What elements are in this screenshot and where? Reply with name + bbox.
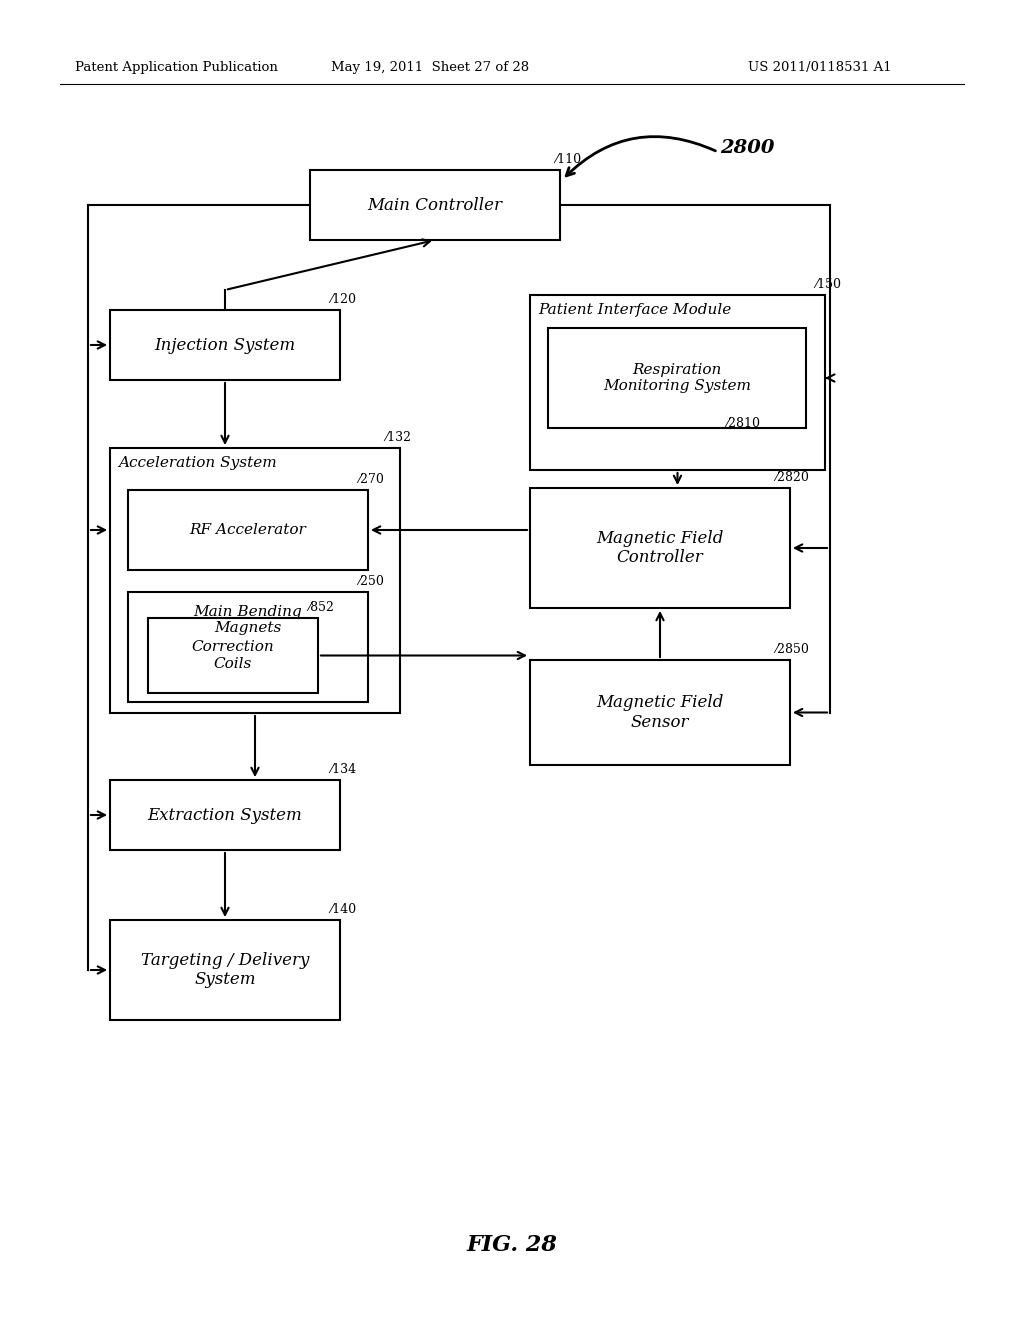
- Text: ⁄120: ⁄120: [330, 293, 356, 306]
- Text: Correction
Coils: Correction Coils: [191, 640, 274, 671]
- Text: ⁄134: ⁄134: [330, 763, 356, 776]
- Text: ⁄2850: ⁄2850: [775, 643, 809, 656]
- Bar: [530, 488, 790, 609]
- Bar: [110, 447, 400, 713]
- Text: RF Accelerator: RF Accelerator: [189, 523, 306, 537]
- Bar: [128, 490, 368, 570]
- Text: ⁄150: ⁄150: [815, 279, 841, 290]
- Text: ⁄2810: ⁄2810: [726, 417, 760, 430]
- Bar: [148, 618, 318, 693]
- Text: ⁄110: ⁄110: [555, 153, 582, 166]
- Bar: [110, 920, 340, 1020]
- Text: Targeting / Delivery
System: Targeting / Delivery System: [141, 952, 309, 989]
- Text: Main Bending
Magnets: Main Bending Magnets: [194, 605, 302, 635]
- Bar: [110, 780, 340, 850]
- Bar: [530, 660, 790, 766]
- Bar: [110, 310, 340, 380]
- Text: May 19, 2011  Sheet 27 of 28: May 19, 2011 Sheet 27 of 28: [331, 62, 529, 74]
- Text: Patient Interface Module: Patient Interface Module: [538, 304, 731, 317]
- Text: Extraction System: Extraction System: [147, 807, 302, 824]
- Text: ⁄852: ⁄852: [308, 601, 334, 614]
- Text: ⁄270: ⁄270: [358, 473, 384, 486]
- Text: Injection System: Injection System: [155, 337, 296, 354]
- Text: US 2011/0118531 A1: US 2011/0118531 A1: [749, 62, 892, 74]
- Bar: [530, 294, 825, 470]
- Text: Respiration
Monitoring System: Respiration Monitoring System: [603, 363, 751, 393]
- Text: ⁄250: ⁄250: [358, 576, 384, 587]
- Text: ⁄2820: ⁄2820: [775, 471, 809, 484]
- Text: FIG. 28: FIG. 28: [467, 1234, 557, 1257]
- Text: 2800: 2800: [720, 139, 774, 157]
- Bar: [548, 327, 806, 428]
- Bar: [128, 591, 368, 702]
- Text: Magnetic Field
Controller: Magnetic Field Controller: [596, 529, 724, 566]
- Text: Patent Application Publication: Patent Application Publication: [75, 62, 278, 74]
- Text: Main Controller: Main Controller: [368, 197, 503, 214]
- Text: ⁄132: ⁄132: [385, 432, 411, 444]
- Text: ⁄140: ⁄140: [330, 903, 356, 916]
- Text: Magnetic Field
Sensor: Magnetic Field Sensor: [596, 694, 724, 731]
- Text: Acceleration System: Acceleration System: [118, 455, 276, 470]
- Bar: [310, 170, 560, 240]
